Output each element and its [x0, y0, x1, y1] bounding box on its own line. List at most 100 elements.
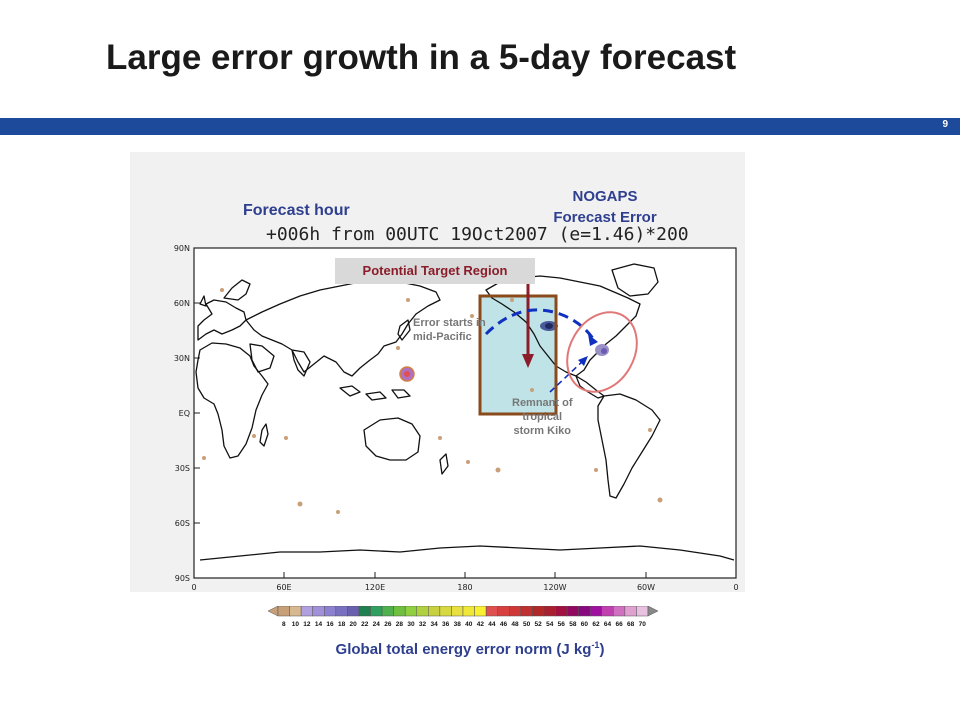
note-remnant-line1: Remnant of — [512, 397, 573, 409]
central-america-coast — [575, 375, 605, 399]
colorbar-swatch — [520, 606, 533, 617]
run-info: +006h from 00UTC 19Oct2007 (e=1.46)*200 — [266, 224, 689, 245]
error-blob — [510, 298, 514, 302]
colorbar: 8 10 12 14 16 18 20 22 24 26 28 30 32 34 36 38 40 42 44 46 4… — [268, 606, 658, 628]
colorbar-swatch — [624, 606, 637, 617]
error-blob — [406, 298, 410, 302]
error-blob — [601, 348, 607, 354]
target-region-label: Potential Target Region — [335, 258, 535, 284]
colorbar-swatch — [335, 606, 348, 617]
note-error-start: Error starts in mid-Pacific — [413, 316, 486, 344]
error-blob — [470, 314, 474, 318]
lat-label-60s: 60S — [175, 519, 190, 528]
new-zealand-coast — [439, 453, 449, 475]
kiko-path-arrowhead — [578, 356, 588, 366]
colorbar-swatch — [370, 606, 383, 617]
madagascar-coast — [259, 423, 269, 447]
colorbar-swatch — [393, 606, 406, 617]
antarctica-coast — [199, 545, 735, 561]
colorbar-swatch — [462, 606, 475, 617]
note-error-start-line1: Error starts in — [413, 317, 486, 329]
colorbar-tick-label: 66 — [615, 621, 623, 628]
colorbar-label: Global total energy error norm (J kg-1) — [290, 640, 650, 658]
colorbar-tick-label: 26 — [384, 621, 392, 628]
colorbar-swatch — [381, 606, 394, 617]
colorbar-tick-label: 68 — [627, 621, 635, 628]
colorbar-swatch — [566, 606, 579, 617]
colorbar-tick-label: 58 — [569, 621, 577, 628]
colorbar-swatch — [404, 606, 417, 617]
lat-label-30s: 30S — [175, 464, 190, 473]
note-remnant-line2: tropical — [522, 411, 563, 423]
europe-coast — [197, 299, 247, 341]
colorbar-label-text: Global total energy error norm (J kg — [335, 641, 592, 658]
colorbar-tick-label: 16 — [326, 621, 334, 628]
colorbar-end-left — [268, 606, 279, 617]
lon-label-0: 0 — [191, 583, 196, 592]
note-remnant-line3: storm Kiko — [513, 425, 571, 437]
colorbar-swatch — [277, 606, 290, 617]
lon-label-180: 180 — [457, 583, 472, 592]
asia-coast — [245, 279, 441, 377]
colorbar-tick-label: 36 — [442, 621, 450, 628]
error-blob — [297, 501, 303, 507]
error-highlight-circle — [566, 311, 638, 393]
colorbar-tick-label: 60 — [581, 621, 589, 628]
lon-label-60e: 60E — [276, 583, 291, 592]
arabia-coast — [249, 343, 275, 373]
note-remnant-kiko: Remnant of tropical storm Kiko — [512, 396, 573, 438]
colorbar-tick-label: 32 — [419, 621, 427, 628]
error-propagation-arrowhead — [588, 334, 598, 346]
colorbar-tick-label: 28 — [396, 621, 404, 628]
colorbar-swatch — [485, 606, 498, 617]
indonesia-coast — [339, 385, 411, 401]
error-blob — [438, 436, 442, 440]
lat-label-60n: 60N — [174, 299, 190, 308]
colorbar-tick-label: 14 — [315, 621, 323, 628]
colorbar-tick-label: 70 — [639, 621, 647, 628]
lat-label-30n: 30N — [174, 354, 190, 363]
lon-label-120w: 120W — [543, 583, 566, 592]
colorbar-swatch — [543, 606, 556, 617]
colorbar-tick-label: 52 — [535, 621, 543, 628]
colorbar-swatch — [497, 606, 510, 617]
error-blob — [220, 288, 224, 292]
colorbar-swatch — [613, 606, 626, 617]
colorbar-swatch — [474, 606, 487, 617]
colorbar-swatch — [358, 606, 371, 617]
colorbar-swatch — [589, 606, 602, 617]
target-arrow-head — [522, 354, 534, 368]
colorbar-tick-label: 64 — [604, 621, 612, 628]
nogaps-label-line2: Forecast Error — [553, 209, 657, 226]
colorbar-swatch — [324, 606, 337, 617]
error-blob — [404, 371, 410, 377]
australia-coast — [363, 417, 421, 461]
colorbar-tick-label: 12 — [303, 621, 311, 628]
lat-label-90n: 90N — [174, 244, 190, 253]
colorbar-tick-label: 30 — [407, 621, 415, 628]
lon-label-0-end: 0 — [733, 583, 738, 592]
colorbar-tick-label: 40 — [465, 621, 473, 628]
south-america-coast — [597, 393, 661, 499]
colorbar-tick-label: 46 — [500, 621, 508, 628]
colorbar-swatch — [428, 606, 441, 617]
colorbar-swatch — [451, 606, 464, 617]
colorbar-tick-label: 10 — [292, 621, 300, 628]
error-blob — [396, 346, 400, 350]
error-blob — [545, 323, 553, 329]
colorbar-label-sup: -1 — [591, 640, 600, 650]
colorbar-swatch — [312, 606, 325, 617]
colorbar-tick-label: 8 — [282, 621, 286, 628]
colorbar-swatch — [555, 606, 568, 617]
colorbar-tick-label: 44 — [488, 621, 496, 628]
greenland-coast — [611, 263, 659, 297]
title-bar: 9 — [0, 118, 960, 135]
colorbar-swatch — [636, 606, 649, 617]
colorbar-tick-label: 18 — [338, 621, 346, 628]
forecast-hour-label: Forecast hour — [243, 202, 350, 219]
colorbar-swatch — [289, 606, 302, 617]
error-blobs — [202, 288, 663, 514]
colorbar-tick-label: 50 — [523, 621, 531, 628]
error-blob — [657, 497, 663, 503]
error-blob — [202, 456, 206, 460]
